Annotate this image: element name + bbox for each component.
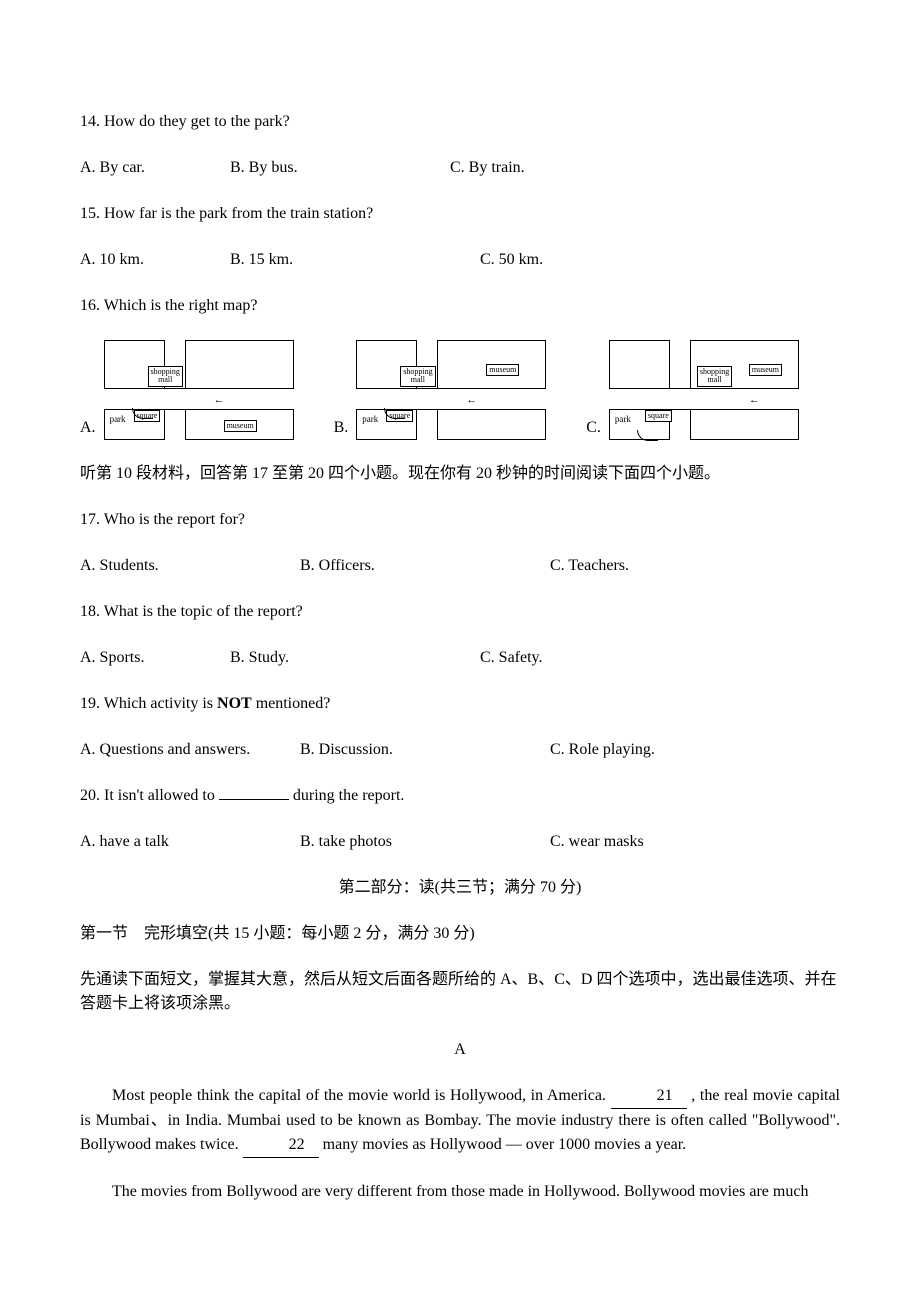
map-a-shopping-mall: shopping mall (148, 366, 183, 387)
map-c-arrow: ← (749, 392, 760, 409)
q17-text: 17. Who is the report for? (80, 508, 840, 532)
q17-a: A. Students. (80, 554, 300, 578)
map-a-item: A. shopping mall square museum park ← (80, 340, 294, 440)
map-a: shopping mall square museum park ← (104, 340, 294, 440)
map-c-label: C. (586, 416, 601, 440)
q19-pre: 19. Which activity is (80, 695, 217, 712)
map-b-shopping-mall: shopping mall (400, 366, 435, 387)
q20-blank (219, 799, 289, 800)
q18-b: B. Study. (230, 646, 480, 670)
q20-c: C. wear masks (550, 830, 644, 854)
q17-b: B. Officers. (300, 554, 550, 578)
q19-a: A. Questions and answers. (80, 738, 300, 762)
q20-a: A. have a talk (80, 830, 300, 854)
q19-bold: NOT (217, 695, 252, 712)
q20-post: during the report. (289, 787, 405, 804)
q20-pre: 20. It isn't allowed to (80, 787, 219, 804)
section1-instr: 先通读下面短文，掌握其大意，然后从短文后面各题所给的 A、B、C、D 四个选项中… (80, 968, 840, 1016)
q19-post: mentioned? (252, 695, 331, 712)
q14-a: A. By car. (80, 156, 230, 180)
q19-options: A. Questions and answers. B. Discussion.… (80, 738, 840, 762)
q14-text: 14. How do they get to the park? (80, 110, 840, 134)
listening-instr-10: 听第 10 段材料，回答第 17 至第 20 四个小题。现在你有 20 秒钟的时… (80, 462, 840, 486)
page: 14. How do they get to the park? A. By c… (0, 0, 920, 1302)
q15-options: A. 10 km. B. 15 km. C. 50 km. (80, 248, 840, 272)
passage-p2: The movies from Bollywood are very diffe… (80, 1180, 840, 1204)
q14-c: C. By train. (450, 156, 525, 180)
map-c-park: park (615, 413, 631, 427)
map-c-museum: museum (749, 364, 782, 376)
q15-c: C. 50 km. (480, 248, 543, 272)
map-a-museum: museum (224, 420, 257, 432)
passage-a-label: A (80, 1038, 840, 1062)
q20-b: B. take photos (300, 830, 550, 854)
map-a-arrow: ← (214, 392, 225, 409)
q18-a: A. Sports. (80, 646, 230, 670)
map-a-label: A. (80, 416, 96, 440)
q20-options: A. have a talk B. take photos C. wear ma… (80, 830, 840, 854)
q20-text: 20. It isn't allowed to during the repor… (80, 784, 840, 808)
q17-c: C. Teachers. (550, 554, 629, 578)
map-c-item: C. shopping mall museum square park ← (586, 340, 799, 440)
map-b-arrow: ← (466, 392, 477, 409)
map-b-park: park (362, 413, 378, 427)
q18-c: C. Safety. (480, 646, 543, 670)
blank-22: 22 (243, 1133, 319, 1158)
p1-c: many movies as Hollywood — over 1000 mov… (319, 1136, 687, 1153)
q19-text: 19. Which activity is NOT mentioned? (80, 692, 840, 716)
q14-b: B. By bus. (230, 156, 450, 180)
passage-p1: Most people think the capital of the mov… (80, 1084, 840, 1158)
q18-options: A. Sports. B. Study. C. Safety. (80, 646, 840, 670)
q19-c: C. Role playing. (550, 738, 655, 762)
q16-maps: A. shopping mall square museum park ← B.… (80, 340, 840, 440)
map-a-park: park (110, 413, 126, 427)
map-c-shopping-mall: shopping mall (697, 366, 732, 387)
q17-options: A. Students. B. Officers. C. Teachers. (80, 554, 840, 578)
q14-options: A. By car. B. By bus. C. By train. (80, 156, 840, 180)
part2-title: 第二部分：读(共三节；满分 70 分) (80, 876, 840, 900)
q18-text: 18. What is the topic of the report? (80, 600, 840, 624)
q15-text: 15. How far is the park from the train s… (80, 202, 840, 226)
q15-b: B. 15 km. (230, 248, 480, 272)
map-c: shopping mall museum square park ← (609, 340, 799, 440)
q19-b: B. Discussion. (300, 738, 550, 762)
map-b-item: B. shopping mall museum square park ← (334, 340, 547, 440)
map-b-label: B. (334, 416, 349, 440)
blank-21: 21 (611, 1084, 687, 1109)
section1-title: 第一节 完形填空(共 15 小题：每小题 2 分，满分 30 分) (80, 922, 840, 946)
map-c-square: square (645, 410, 672, 422)
q15-a: A. 10 km. (80, 248, 230, 272)
map-b: shopping mall museum square park ← (356, 340, 546, 440)
map-b-museum: museum (486, 364, 519, 376)
q16-text: 16. Which is the right map? (80, 294, 840, 318)
p1-a: Most people think the capital of the mov… (112, 1087, 611, 1104)
